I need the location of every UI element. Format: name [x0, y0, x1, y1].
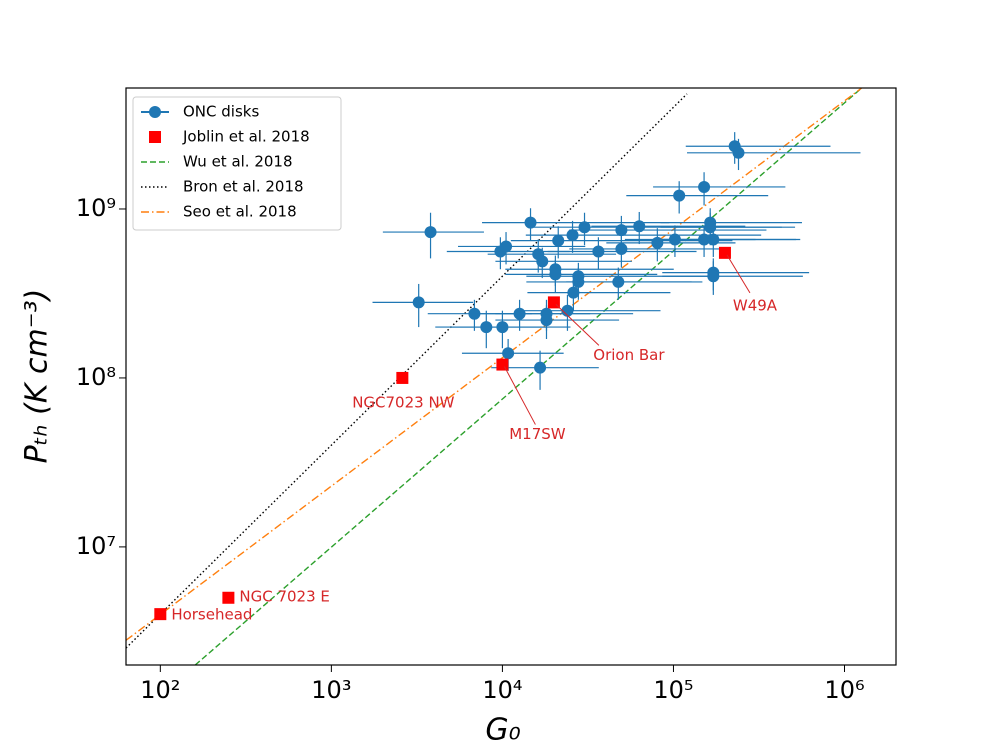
legend-label: Joblin et al. 2018 — [182, 128, 310, 146]
data-point — [552, 234, 565, 247]
data-point — [707, 233, 720, 246]
legend-box — [132, 96, 342, 231]
y-tick-label: 10⁸ — [76, 363, 116, 391]
x-tick-label: 10⁶ — [824, 676, 864, 704]
x-tick-label: 10⁵ — [653, 676, 693, 704]
data-point — [396, 371, 409, 384]
annotation: Orion Bar — [593, 346, 665, 364]
data-point — [502, 347, 515, 360]
fit-line — [194, 88, 863, 665]
data-point — [673, 189, 686, 202]
x-tick-label: 10⁴ — [482, 676, 522, 704]
fit-line — [126, 93, 688, 649]
annotation-arrow — [503, 366, 536, 425]
data-point — [592, 245, 605, 258]
legend-swatch — [149, 106, 161, 118]
plot-frame — [125, 87, 897, 666]
data-point — [561, 304, 574, 317]
legend-label: Bron et al. 2018 — [183, 178, 304, 196]
legend-swatch — [149, 131, 161, 143]
annotation-arrow — [555, 304, 600, 346]
data-point — [524, 216, 537, 229]
data-point — [572, 275, 585, 288]
data-point — [496, 321, 509, 334]
data-point — [567, 286, 580, 299]
data-point — [566, 229, 579, 242]
plot-area — [126, 88, 863, 665]
data-point — [612, 275, 625, 288]
y-axis-label: Pₜₕ (K cm⁻³) — [20, 289, 55, 464]
data-point — [651, 236, 664, 249]
x-tick-label: 10³ — [311, 676, 351, 704]
y-tick-label: 10⁷ — [76, 532, 116, 560]
data-point — [615, 224, 628, 237]
x-tick-label: 10² — [140, 676, 180, 704]
legend-label: ONC disks — [183, 103, 259, 121]
data-point — [732, 146, 745, 159]
data-point — [500, 240, 513, 253]
fit-line — [126, 88, 863, 641]
data-point — [480, 321, 493, 334]
x-axis-label: G₀ — [485, 713, 520, 747]
data-point — [704, 221, 717, 234]
annotation-arrow — [726, 254, 751, 294]
data-point — [707, 270, 720, 283]
data-point — [578, 221, 591, 234]
data-point — [718, 246, 731, 259]
data-point — [540, 314, 553, 327]
annotation: Horsehead — [171, 606, 252, 624]
data-point — [496, 358, 509, 371]
data-point — [615, 242, 628, 255]
data-point — [513, 307, 526, 320]
data-point — [412, 296, 425, 309]
data-point — [668, 233, 681, 246]
annotation: M17SW — [509, 425, 566, 443]
data-point — [698, 180, 711, 193]
legend: ONC disks Joblin et al. 2018 Wu et al. 201… — [132, 96, 342, 231]
data-point — [222, 591, 235, 604]
annotation: NGC7023 NW — [352, 393, 454, 411]
annotation: W49A — [733, 296, 778, 314]
data-point — [549, 268, 562, 281]
data-point — [424, 226, 437, 239]
legend-label: Seo et al. 2018 — [183, 203, 297, 221]
annotation: NGC 7023 E — [239, 587, 330, 605]
data-point — [633, 220, 646, 233]
legend-label: Wu et al. 2018 — [183, 153, 293, 171]
data-point — [534, 361, 547, 374]
y-tick-label: 10⁹ — [76, 194, 116, 222]
data-point — [532, 248, 545, 261]
data-point — [154, 608, 167, 621]
data-point — [468, 307, 481, 320]
data-point — [698, 233, 711, 246]
